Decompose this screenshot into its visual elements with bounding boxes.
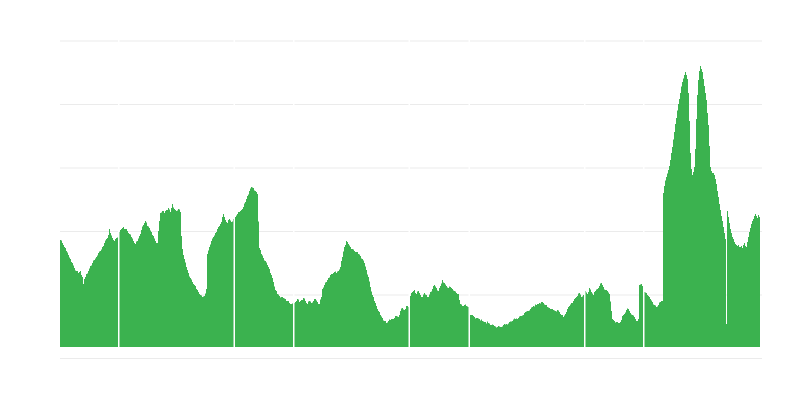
area-series (60, 66, 760, 347)
session-separator (468, 30, 470, 347)
session-separator (292, 30, 295, 347)
session-separator (117, 30, 120, 347)
session-separator (642, 30, 645, 347)
session-separator (233, 30, 235, 347)
session-separator (583, 30, 586, 347)
session-separators (117, 30, 645, 347)
session-separator (408, 30, 410, 347)
